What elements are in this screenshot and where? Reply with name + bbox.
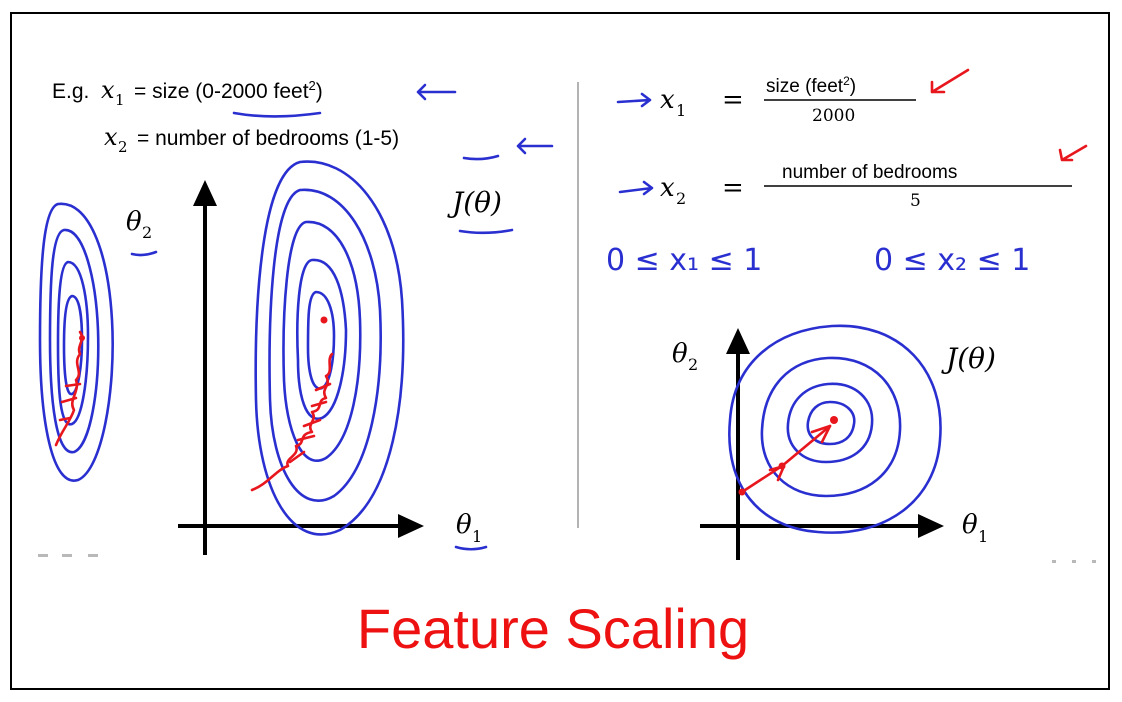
left-theta1-sub: 1: [472, 527, 482, 546]
right-x1-equals: =: [722, 85, 744, 115]
left-x-arrow-icon: [398, 514, 424, 538]
right-range-handwriting: 0 ≤ x₁ ≤ 1 0 ≤ x₂ ≤ 1: [606, 243, 1030, 278]
slide-frame: [10, 12, 1110, 690]
right-x1-variable: x: [660, 85, 675, 115]
example-prefix: E.g.: [52, 80, 89, 103]
left-axes: [178, 180, 424, 555]
x1-arrow-icon: [416, 83, 457, 101]
right-theta1-label: θ: [962, 510, 978, 540]
x1-range-underline: [232, 111, 322, 118]
left-theta1-label: θ: [456, 510, 472, 540]
theta2-underline: [130, 250, 158, 257]
edge-specks: [38, 554, 1096, 563]
x2-subscript: 2: [118, 138, 128, 156]
right-x2-formula: x 2 = number of bedrooms 5: [618, 144, 1088, 211]
x2-arrow-icon: [516, 137, 554, 155]
right-x1-subscript: 1: [676, 101, 686, 120]
right-x2-arrow-icon: [618, 180, 654, 196]
right-x1-numerator: size (feet2): [766, 74, 856, 97]
right-theta1-sub: 1: [978, 527, 988, 546]
right-x2-subscript: 2: [676, 189, 686, 208]
right-x1-red-check-icon: [930, 68, 970, 94]
cost-underline: [458, 228, 514, 235]
left-theta2-label: θ: [126, 207, 142, 237]
x1-subscript: 1: [115, 91, 125, 109]
right-x1-formula: x 1 = size (feet2) 2000: [616, 68, 970, 126]
right-x-arrow-icon: [918, 514, 944, 538]
right-x2-variable: x: [660, 173, 675, 203]
right-axes: [700, 328, 944, 560]
x2-range-underline: [462, 154, 500, 161]
left-y-arrow-icon: [193, 180, 217, 206]
right-x2-red-check-icon: [1058, 144, 1088, 162]
left-annotations: [130, 83, 554, 551]
left-elongated-contours: [250, 160, 405, 536]
right-circular-contours: [728, 324, 942, 534]
hand-range-x1: 0 ≤ x₁ ≤ 1: [606, 243, 762, 278]
right-x2-denominator: 5: [910, 191, 921, 211]
left-feature-definitions: E.g. x 1 = size (0-2000 feet2) x 2 = num…: [52, 76, 399, 156]
right-x1-denominator: 2000: [812, 106, 855, 126]
right-x2-equals: =: [722, 173, 744, 203]
left-narrow-contours: [38, 202, 114, 482]
hand-range-x2: 0 ≤ x₂ ≤ 1: [874, 243, 1030, 278]
x1-description: = size (0-2000 feet2): [134, 78, 323, 103]
right-y-arrow-icon: [726, 328, 750, 354]
right-x1-arrow-icon: [616, 92, 652, 108]
right-x2-numerator: number of bedrooms: [782, 162, 957, 183]
x2-range: 1-5: [362, 127, 392, 150]
x1-variable: x: [101, 76, 115, 104]
x1-range: 0-2000: [202, 80, 267, 103]
left-theta2-sub: 2: [142, 223, 152, 242]
right-cost-label: J(θ): [941, 342, 996, 375]
x2-variable: x: [104, 123, 118, 151]
right-theta2-label: θ: [672, 339, 688, 369]
slide-caption: Feature Scaling: [357, 597, 749, 660]
theta1-underline: [454, 545, 488, 551]
left-cost-label: J(θ): [447, 186, 502, 219]
right-theta2-sub: 2: [688, 355, 698, 374]
x2-description: = number of bedrooms (1-5): [137, 127, 399, 150]
